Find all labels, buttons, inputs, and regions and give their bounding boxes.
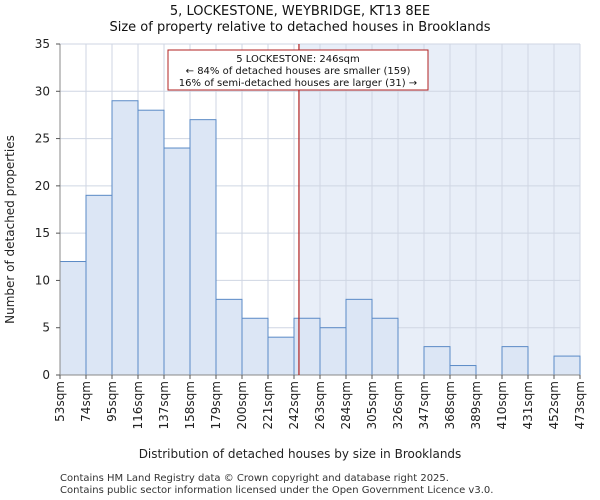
x-tick-label: 179sqm: [209, 381, 223, 429]
bar: [111, 100, 139, 376]
x-tick-label: 389sqm: [469, 381, 483, 429]
x-tick-label: 305sqm: [365, 381, 379, 429]
annotation-box: [167, 49, 429, 91]
footer: Contains HM Land Registry data © Crown c…: [60, 473, 493, 497]
x-tick-label: 200sqm: [235, 381, 249, 429]
y-tick-label: 25: [35, 132, 50, 146]
y-tick-label: 30: [35, 84, 50, 98]
x-tick-label: 431sqm: [521, 381, 535, 429]
x-tick-label: 53sqm: [53, 381, 67, 422]
bar: [345, 298, 373, 376]
highlight-region: [298, 44, 580, 375]
x-tick-label: 326sqm: [391, 381, 405, 429]
annotation-text: 16% of semi-detached houses are larger (…: [179, 78, 417, 89]
annotation-text: ← 84% of detached houses are smaller (15…: [186, 66, 411, 77]
bar: [241, 317, 269, 376]
x-tick-label: 410sqm: [495, 381, 509, 429]
x-tick-label: 347sqm: [417, 381, 431, 429]
bar: [371, 317, 399, 376]
bar: [163, 147, 191, 376]
chart-subtitle: Size of property relative to detached ho…: [109, 20, 491, 35]
bar: [267, 336, 295, 376]
x-tick-label: 242sqm: [287, 381, 301, 429]
bar: [137, 109, 165, 376]
footer-line-2: Contains public sector information licen…: [60, 485, 494, 496]
bar: [215, 298, 243, 376]
y-tick-label: 15: [35, 226, 50, 240]
x-tick-label: 95sqm: [105, 381, 119, 422]
y-tick-label: 35: [35, 37, 50, 51]
x-tick-label: 221sqm: [261, 381, 275, 429]
bar: [553, 355, 581, 376]
x-tick-label: 284sqm: [339, 381, 353, 429]
x-tick-label: 263sqm: [313, 381, 327, 429]
bar: [59, 261, 87, 376]
x-tick-label: 473sqm: [573, 381, 587, 429]
x-tick-label: 158sqm: [183, 381, 197, 429]
x-tick-label: 116sqm: [131, 381, 145, 429]
x-tick-label: 452sqm: [547, 381, 561, 429]
footer-line-1: Contains HM Land Registry data © Crown c…: [60, 473, 449, 484]
x-tick-label: 74sqm: [79, 381, 93, 422]
bar: [319, 327, 347, 376]
y-tick-label: 10: [35, 273, 50, 287]
bar: [85, 194, 113, 376]
x-axis-title: Distribution of detached houses by size …: [139, 447, 462, 461]
bar: [449, 365, 477, 376]
y-tick-label: 0: [42, 368, 50, 382]
y-tick-label: 5: [42, 321, 50, 335]
bar: [423, 346, 451, 376]
annotation-text: 5 LOCKESTONE: 246sqm: [236, 54, 360, 65]
y-tick-label: 20: [35, 179, 50, 193]
bar: [501, 346, 529, 376]
bar: [189, 119, 217, 376]
bar: [293, 317, 321, 376]
x-tick-label: 137sqm: [157, 381, 171, 429]
y-axis-title: Number of detached properties: [3, 135, 17, 324]
chart-title: 5, LOCKESTONE, WEYBRIDGE, KT13 8EE: [169, 4, 431, 19]
x-tick-label: 368sqm: [443, 381, 457, 429]
